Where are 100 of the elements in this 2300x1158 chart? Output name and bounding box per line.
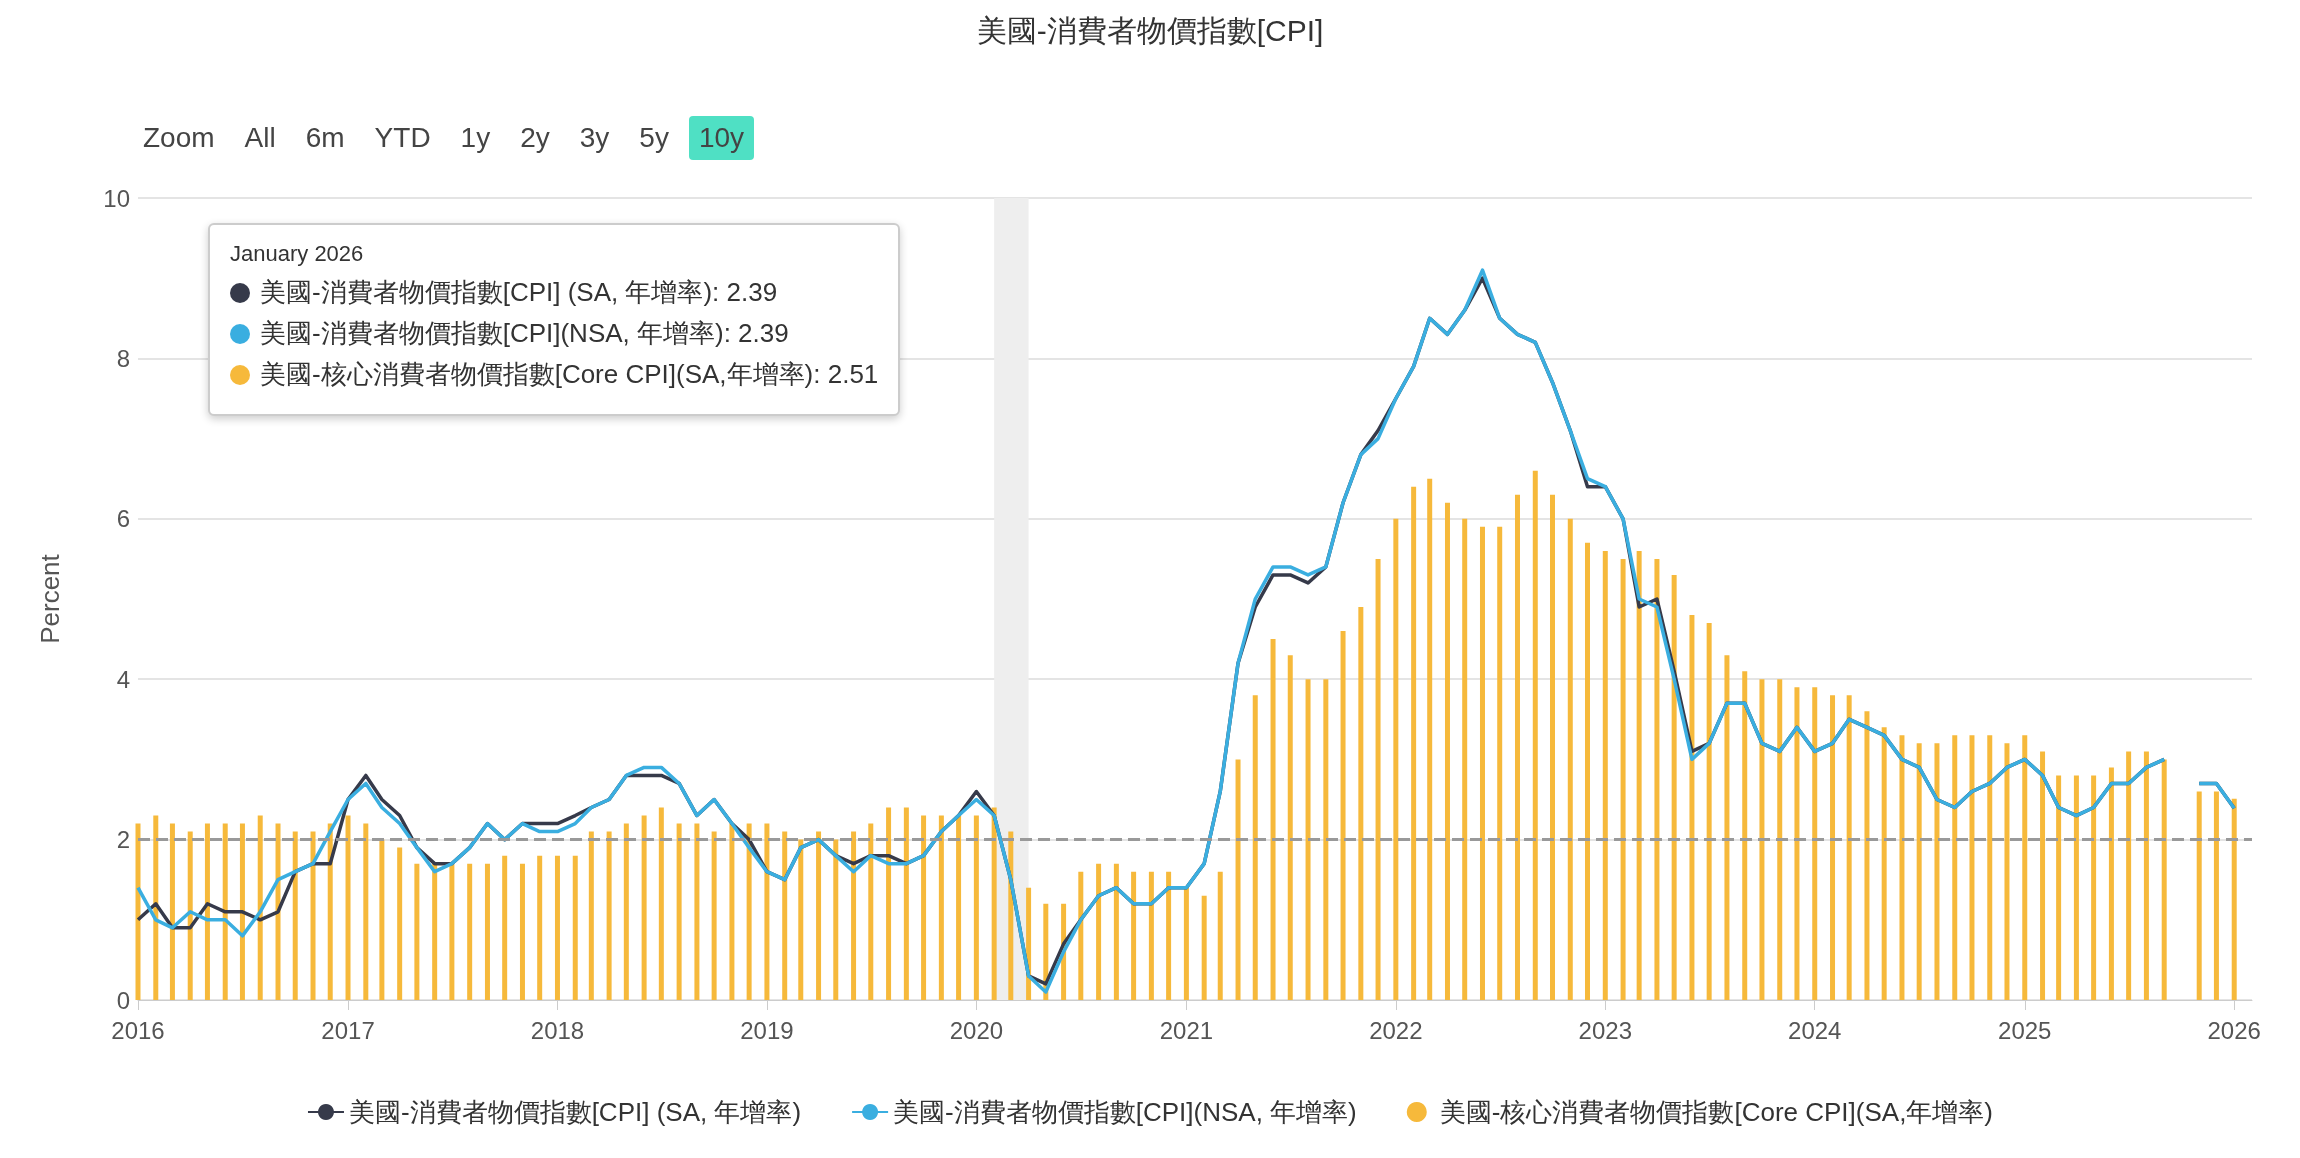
bar [204, 823, 210, 1000]
bar [711, 831, 717, 1000]
bar [746, 823, 752, 1000]
bar [2213, 791, 2219, 1000]
bar [2126, 751, 2132, 1000]
bar [1444, 502, 1450, 1000]
bar [782, 831, 788, 1000]
bar [1987, 735, 1993, 1000]
bar [1270, 639, 1276, 1000]
bar [1777, 679, 1783, 1000]
bar [623, 823, 629, 1000]
bar [1514, 494, 1520, 1000]
legend-label: 美國-消費者物價指數[CPI] (SA, 年增率) [348, 1097, 802, 1127]
y-tick-label: 10 [103, 184, 130, 212]
bar [2108, 767, 2114, 1000]
bar [153, 815, 159, 1000]
bar [1794, 687, 1800, 1000]
bar [938, 815, 944, 1000]
y-tick-label: 0 [116, 986, 130, 1014]
bar [1916, 743, 1922, 1000]
bar [310, 831, 316, 1000]
bar [1287, 655, 1293, 1000]
bar [432, 863, 438, 1000]
bar [1131, 871, 1137, 1000]
bar [1217, 871, 1223, 1000]
bar [833, 839, 839, 1000]
bar [1830, 695, 1836, 1000]
bar [397, 847, 403, 1000]
x-tick-label: 2020 [949, 1016, 1004, 1044]
annotation: 美國-核心消費者物價指數[Core CPI](SA,年增率): 2.51 [260, 358, 879, 391]
bar [363, 823, 369, 1000]
x-tick-label: 2025 [1998, 1016, 2052, 1044]
bar [1411, 486, 1417, 1000]
bar [2231, 798, 2237, 1000]
bar [886, 807, 892, 1000]
bar [414, 863, 420, 1000]
bar [1724, 655, 1730, 1000]
bar [1148, 871, 1154, 1000]
bar [1636, 550, 1642, 1000]
bar [1078, 871, 1084, 1000]
bar [554, 855, 560, 1000]
bar [1881, 727, 1887, 1000]
bar [1742, 671, 1748, 1000]
bar [537, 855, 543, 1000]
bar [658, 807, 664, 1000]
bar [973, 815, 979, 1000]
x-tick-label: 2019 [740, 1016, 794, 1044]
bar [572, 855, 578, 1000]
bar [1252, 695, 1258, 1000]
x-tick-label: 2018 [530, 1016, 585, 1044]
bar [1899, 735, 1905, 1000]
bar [991, 807, 997, 1000]
bar [1602, 550, 1608, 1000]
y-tick-label: 2 [116, 826, 130, 854]
bar [345, 815, 351, 1000]
bar [588, 831, 594, 1000]
y-tick-label: 8 [116, 344, 130, 372]
bar [135, 823, 141, 1000]
annotation: 美國-消費者物價指數[CPI] (SA, 年增率): 2.39 [260, 276, 778, 309]
bar [1532, 470, 1538, 1000]
bar [641, 815, 647, 1000]
bar [2004, 743, 2010, 1000]
annotation: January 2026 [230, 241, 365, 267]
x-tick-label: 2021 [1159, 1016, 1214, 1044]
bar [1323, 679, 1329, 1000]
bar [868, 823, 874, 1000]
bar [798, 839, 804, 1000]
bar [239, 823, 245, 1000]
bar [1585, 542, 1590, 1000]
bar [1706, 623, 1712, 1000]
bar [1952, 735, 1958, 1000]
bar [2056, 775, 2062, 1000]
bar [1166, 871, 1172, 1000]
bar [1479, 526, 1485, 1000]
bar [606, 831, 612, 1000]
bar [1235, 759, 1241, 1000]
y-tick-label: 4 [116, 665, 130, 693]
bar [1759, 679, 1765, 1000]
bar [275, 823, 281, 1000]
bar [764, 823, 770, 1000]
bar [1183, 887, 1189, 1000]
x-tick-label: 2023 [1578, 1016, 1632, 1044]
bar [2022, 735, 2028, 1000]
bar [1812, 687, 1818, 1000]
bar [1567, 518, 1573, 1000]
x-tick-label: 2024 [1788, 1016, 1842, 1044]
bar [449, 863, 455, 1000]
bar [956, 815, 962, 1000]
bar [1305, 679, 1311, 1000]
bar [2040, 751, 2046, 1000]
bar [816, 831, 822, 1000]
bar [2161, 759, 2167, 1000]
bar [187, 831, 193, 1000]
bar [921, 815, 927, 1000]
bar [1340, 631, 1346, 1000]
bar [1096, 863, 1102, 1000]
bar [379, 839, 385, 1000]
bar [1375, 558, 1381, 1000]
bar [694, 823, 700, 1000]
bar [327, 823, 333, 1000]
